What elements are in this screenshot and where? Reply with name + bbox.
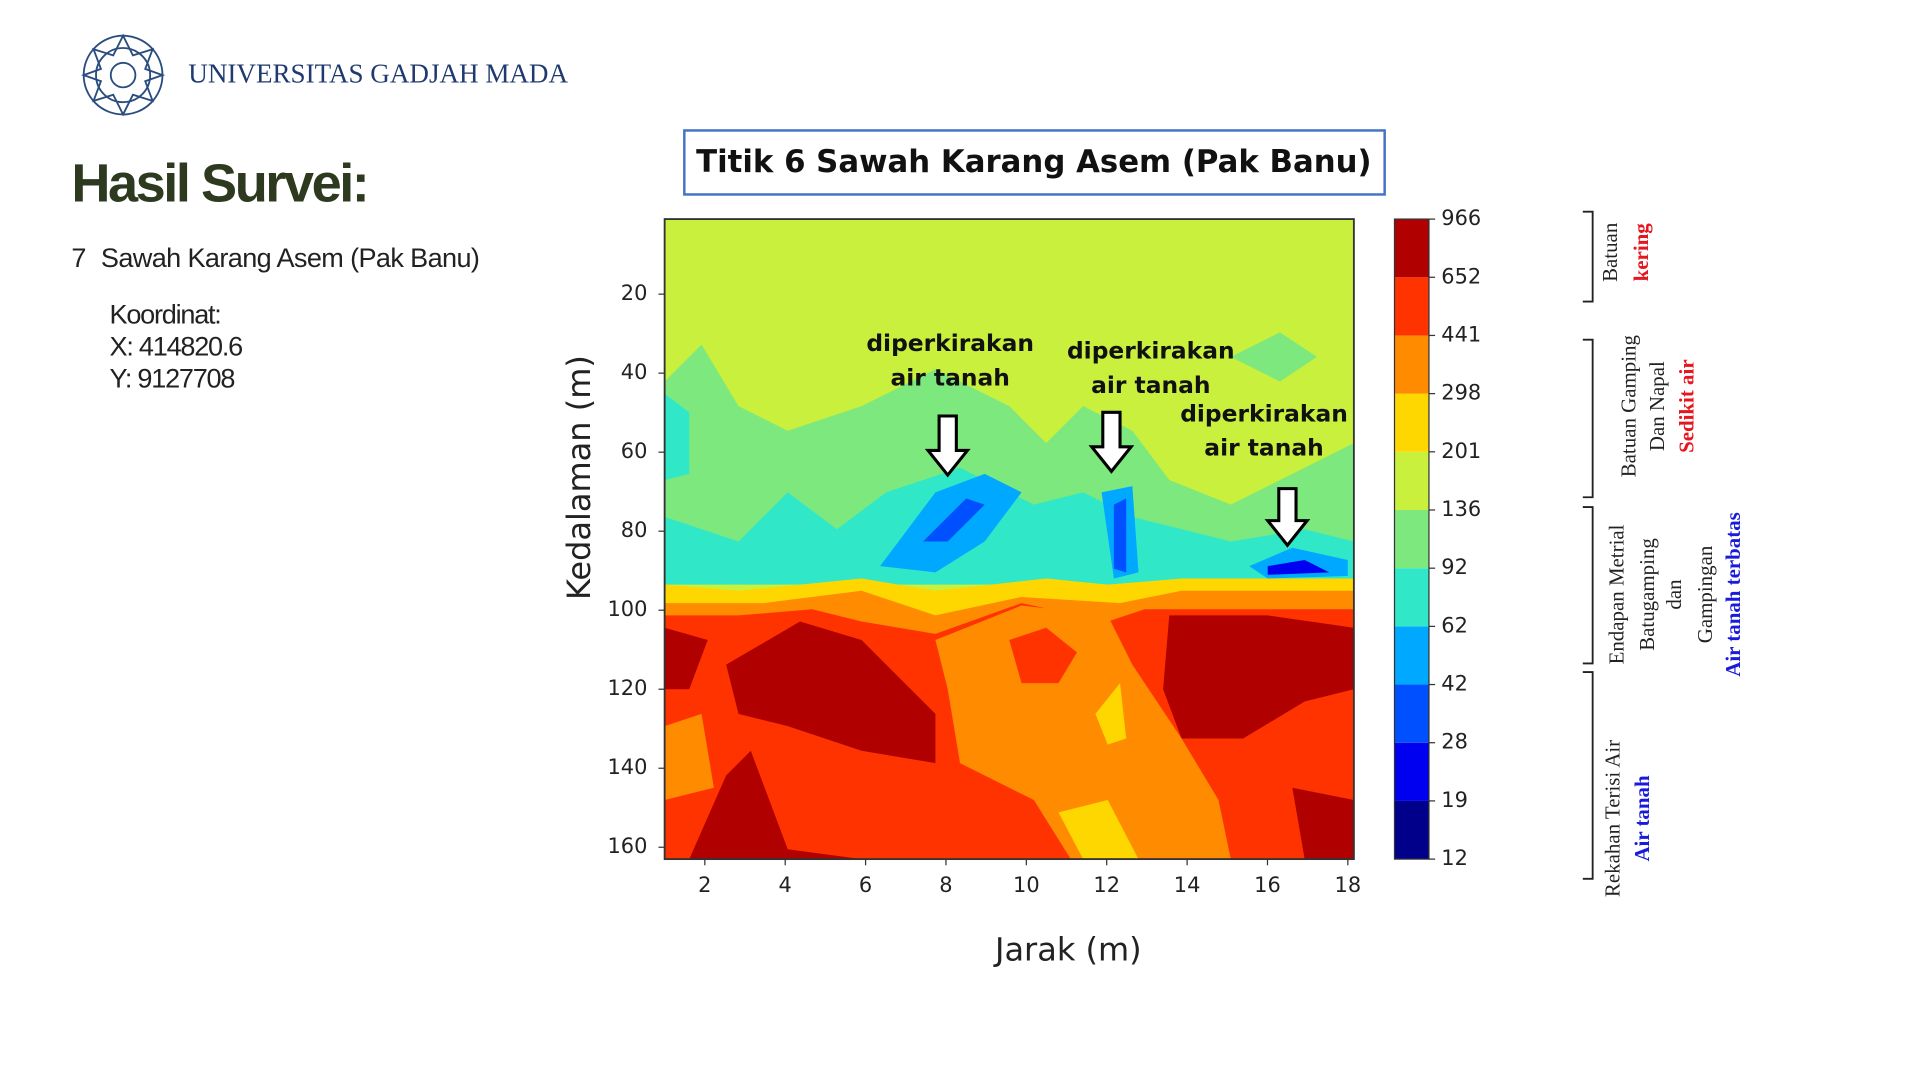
zone-brackets [1582,210,1594,880]
colorbar-band [1394,626,1429,685]
colorbar-label: 92 [1441,555,1468,579]
colorbar-band [1394,335,1429,394]
institution: UNIVERSITAS GADJAH MADA [188,59,568,89]
coordinate: X: 414820.6 [110,330,243,361]
colorbar-label: 28 [1441,730,1468,754]
zone-label: Endapan Metrial [1604,524,1628,664]
y-axis-label: Kedalaman (m) [560,355,598,600]
zone-label: dan [1662,579,1686,610]
item: Sawah Karang Asem (Pak Banu) [101,242,479,273]
zone-label: Air tanah [1630,775,1654,862]
colorbar-label: 441 [1441,322,1481,346]
colorbar-label: 966 [1441,206,1481,230]
contour-field [664,219,1354,860]
colorbar-label: 19 [1441,788,1468,812]
chart-title: Titik 6 Sawah Karang Asem (Pak Banu) [696,144,1372,180]
colorbar-band [1394,219,1429,278]
colorbar-label: 298 [1441,381,1481,405]
colorbar-label: 136 [1441,497,1481,521]
y-tick-label: 20 [621,281,648,305]
annotation: air tanah [1091,371,1210,399]
coordinate: Y: 9127708 [110,362,235,393]
colorbar-label: 652 [1441,264,1481,288]
zone-label: Batugamping [1635,538,1659,651]
y-tick-label: 100 [607,597,647,621]
colorbar-band [1394,800,1429,860]
x-tick-label: 14 [1174,873,1201,897]
annotation: diperkirakan [1180,399,1348,427]
x-tick-label: 18 [1335,873,1362,897]
colorbar-band [1394,684,1429,743]
colorbar-band [1394,742,1429,801]
colorbar-label: 42 [1441,672,1468,696]
colorbar-label: 201 [1441,439,1481,463]
zone-label: Air tanah terbatas [1721,512,1745,677]
annotation: diperkirakan [1067,337,1235,365]
arrows [924,410,1311,548]
x-tick-label: 2 [698,873,711,897]
x-tick-label: 16 [1254,873,1281,897]
x-axis-label: Jarak (m) [993,930,1142,968]
zone-label: Gampingan [1693,545,1717,643]
y-tick-label: 140 [607,755,647,779]
zone-label: Rekahan Terisi Air [1601,740,1625,897]
colorbar-band [1394,509,1429,569]
zone-label: Batuan [1598,222,1622,282]
y-tick-label: 40 [621,360,648,384]
zone-label: Batuan Gamping [1617,334,1641,477]
colorbar-label: 62 [1441,613,1468,637]
annotation: diperkirakan [866,329,1034,357]
x-tick-label: 4 [779,873,792,897]
x-tick-label: 8 [939,873,952,897]
colorbar-label: 12 [1441,846,1468,870]
x-tick-label: 10 [1013,873,1040,897]
zone-label: Dan Napal [1645,361,1669,451]
zone-label: kering [1629,223,1653,282]
x-tick-label: 6 [859,873,872,897]
y-tick-label: 60 [621,439,648,463]
slide-content: UNIVERSITAS GADJAH MADA Hasil Survei: 7 … [71,33,1745,968]
colorbar-band [1394,451,1429,510]
y-tick-label: 160 [607,834,647,858]
item-number: 7 [71,242,86,273]
plot-frame [663,218,1355,861]
logo [80,33,166,117]
y-tick-label: 120 [607,676,647,700]
title-box [683,129,1386,196]
y-tick-label: 80 [621,518,648,542]
x-tick-label: 12 [1093,873,1120,897]
slide-title: Hasil Survei: [71,153,367,213]
annotation: air tanah [1204,434,1323,462]
colorbar-band [1394,393,1429,452]
zone-label: Sedikit air [1674,359,1698,453]
coordinate: Koordinat: [110,298,221,329]
colorbar-frame [1393,218,1430,860]
colorbar-band [1394,277,1429,336]
colorbar-band [1394,568,1429,627]
annotation: air tanah [890,364,1009,392]
